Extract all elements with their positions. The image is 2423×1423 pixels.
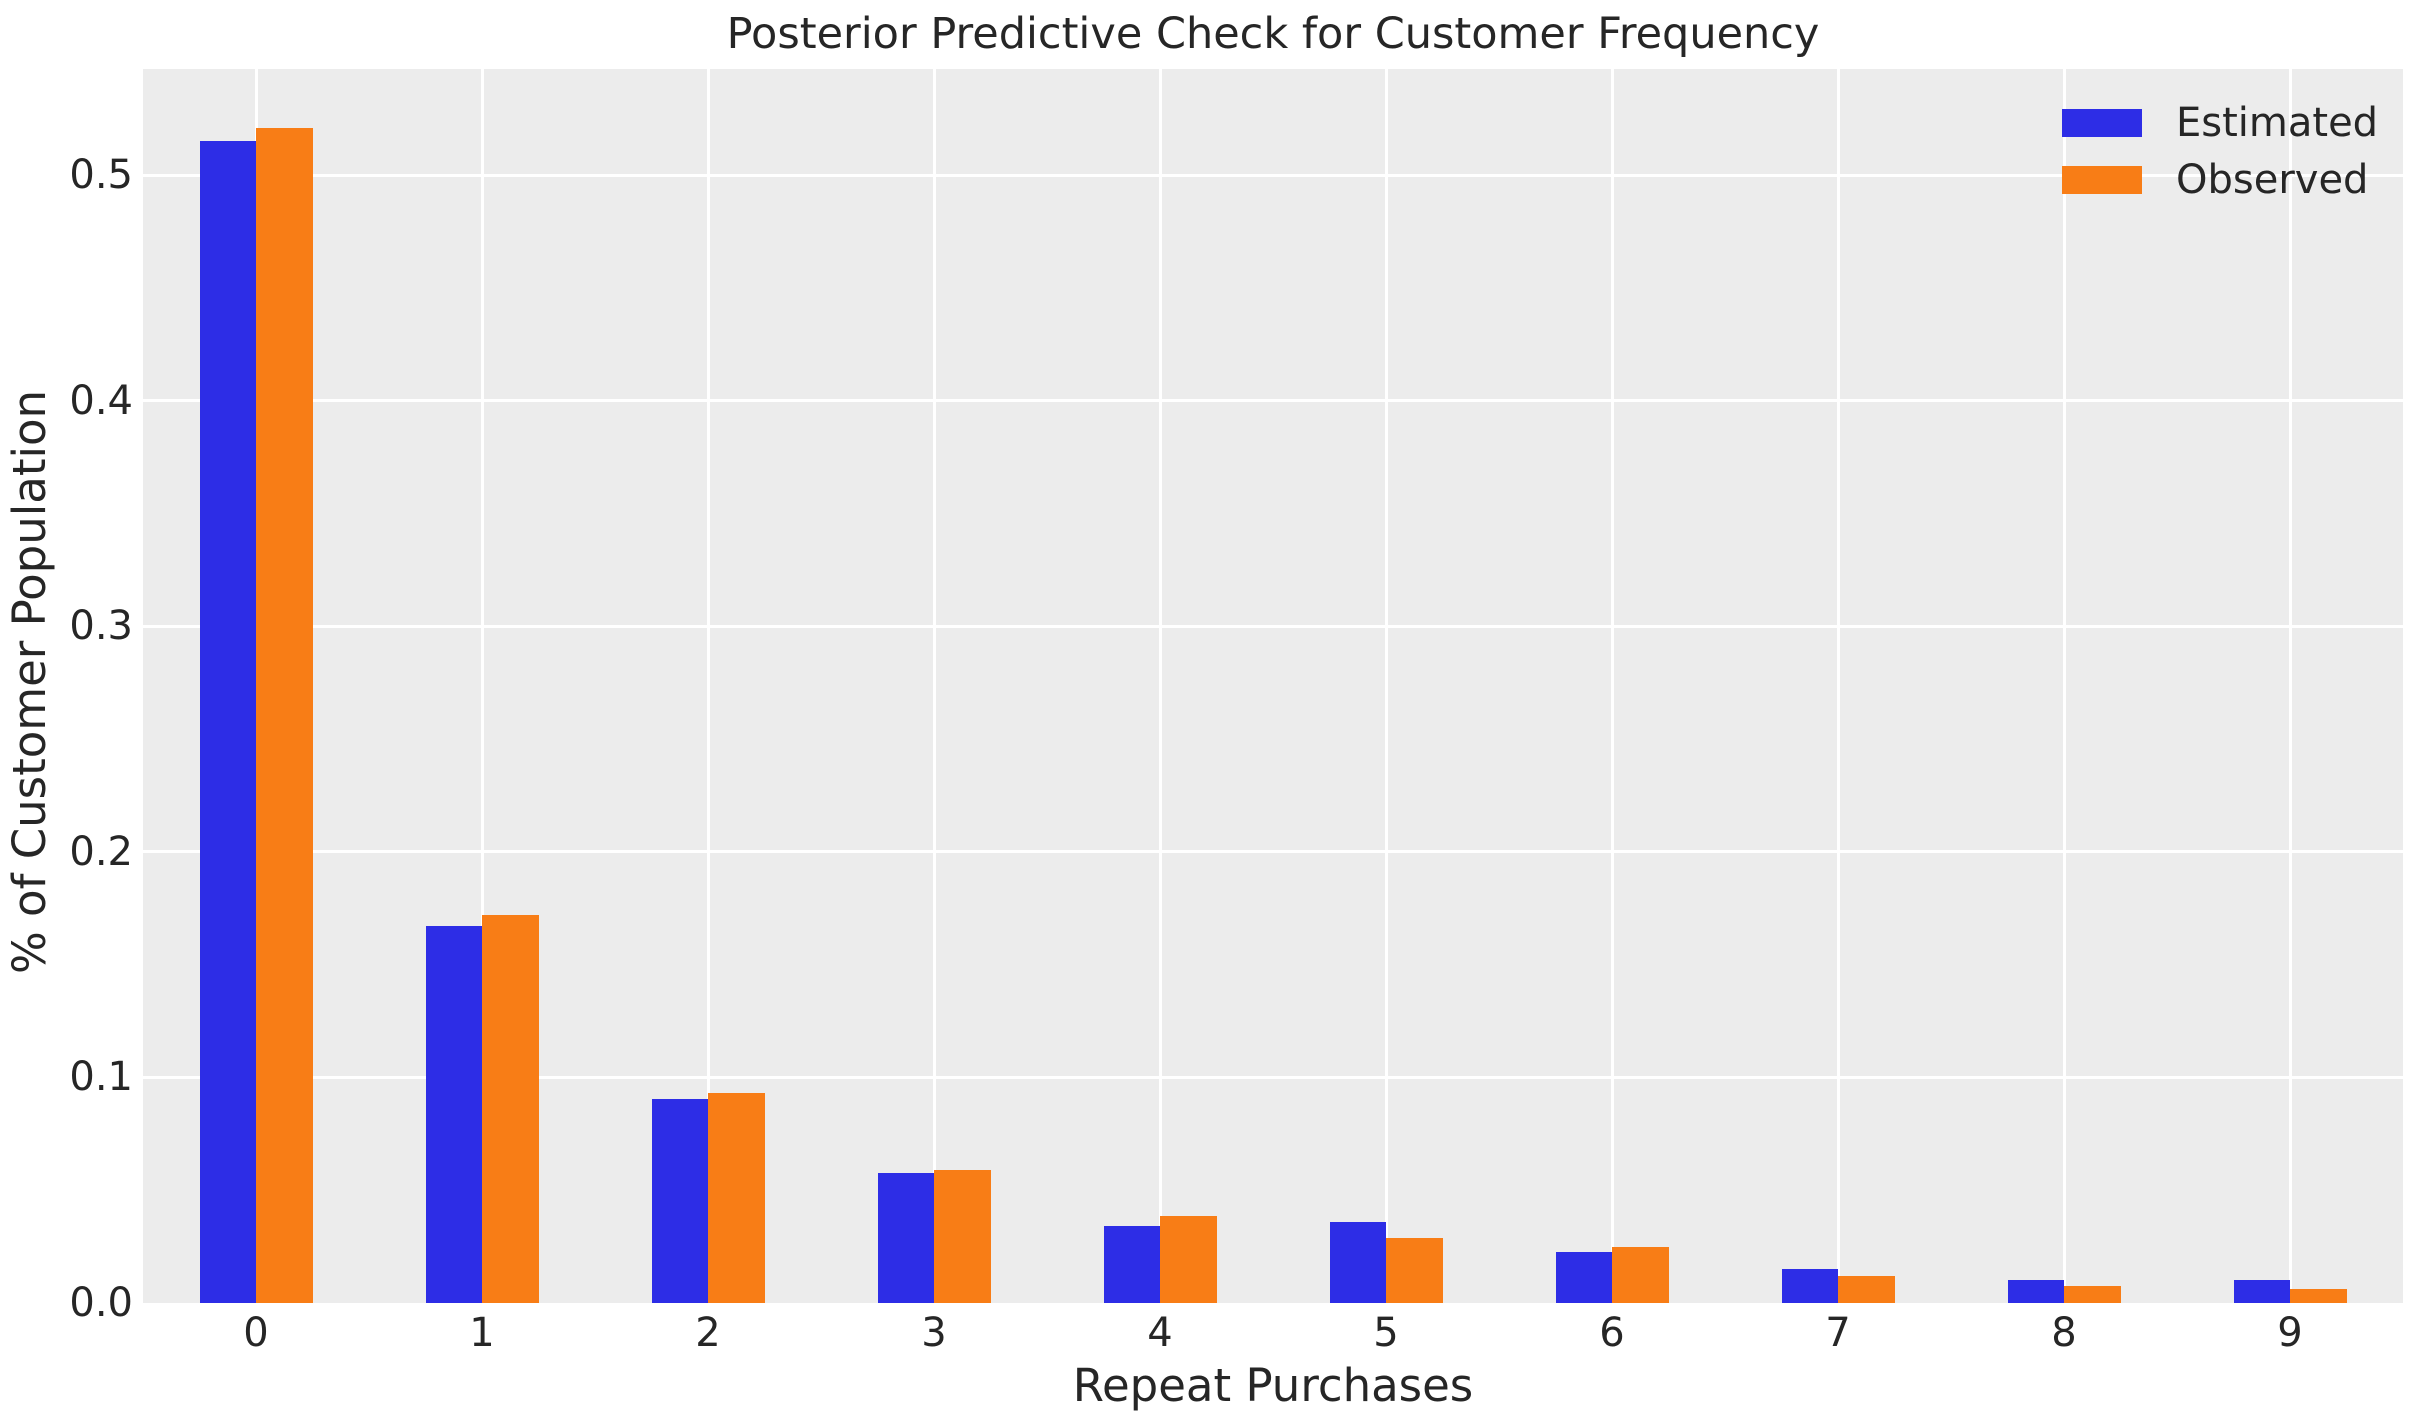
bar-observed-9 <box>2290 1289 2347 1303</box>
x-axis-label: Repeat Purchases <box>1072 1359 1474 1412</box>
bar-observed-7 <box>1838 1276 1895 1303</box>
gridline-x-6 <box>1610 69 1614 1303</box>
bar-observed-8 <box>2064 1285 2121 1303</box>
bar-observed-2 <box>708 1093 765 1303</box>
x-tick-3: 3 <box>921 1310 947 1356</box>
bar-observed-0 <box>256 127 313 1303</box>
gridline-x-4 <box>1158 69 1162 1303</box>
legend-label-estimated: Estimated <box>2176 99 2379 146</box>
legend-item-observed: Observed <box>2062 151 2378 208</box>
gridline-y-0.1 <box>143 1075 2403 1079</box>
bar-estimated-6 <box>1555 1252 1612 1303</box>
gridline-x-5 <box>1384 69 1388 1303</box>
x-tick-9: 9 <box>2277 1310 2303 1356</box>
x-tick-8: 8 <box>2051 1310 2077 1356</box>
y-tick-0.2: 0.2 <box>69 828 133 875</box>
x-tick-6: 6 <box>1599 1310 1625 1356</box>
gridline-x-7 <box>1836 69 1840 1303</box>
bar-estimated-5 <box>1329 1221 1386 1303</box>
legend: Estimated Observed <box>2062 94 2378 208</box>
x-tick-7: 7 <box>1825 1310 1851 1356</box>
plot-area <box>143 69 2403 1303</box>
y-tick-0.1: 0.1 <box>69 1054 133 1101</box>
gridline-x-1 <box>480 69 484 1303</box>
x-tick-5: 5 <box>1373 1310 1399 1356</box>
gridline-x-2 <box>706 69 710 1303</box>
gridline-x-3 <box>932 69 936 1303</box>
gridline-y-0.2 <box>143 850 2403 854</box>
legend-swatch-observed <box>2062 165 2142 194</box>
legend-label-observed: Observed <box>2176 156 2369 203</box>
bar-estimated-0 <box>199 141 256 1303</box>
gridline-x-9 <box>2288 69 2292 1303</box>
gridline-y-0.4 <box>143 399 2403 403</box>
y-tick-0.4: 0.4 <box>69 377 133 424</box>
bar-estimated-4 <box>1103 1226 1160 1303</box>
bar-observed-3 <box>934 1169 991 1303</box>
gridline-y-0.3 <box>143 624 2403 628</box>
x-tick-2: 2 <box>695 1310 721 1356</box>
bar-observed-1 <box>482 914 539 1303</box>
bar-estimated-1 <box>425 926 482 1303</box>
y-tick-0.0: 0.0 <box>69 1280 133 1326</box>
y-tick-0.5: 0.5 <box>69 152 133 199</box>
chart-title: Posterior Predictive Check for Customer … <box>726 9 1820 59</box>
bar-estimated-7 <box>1781 1269 1838 1303</box>
gridline-x-8 <box>2062 69 2066 1303</box>
bar-estimated-2 <box>651 1098 708 1303</box>
gridline-y-0.5 <box>143 173 2403 177</box>
legend-swatch-estimated <box>2062 108 2142 137</box>
bar-observed-4 <box>1160 1216 1217 1303</box>
bar-observed-5 <box>1386 1238 1443 1303</box>
x-tick-0: 0 <box>243 1310 269 1356</box>
y-tick-0.3: 0.3 <box>69 603 133 650</box>
bar-observed-6 <box>1612 1246 1669 1303</box>
y-axis-label: % of Customer Population <box>3 389 56 975</box>
bar-estimated-9 <box>2233 1280 2290 1303</box>
x-tick-4: 4 <box>1147 1310 1173 1356</box>
x-tick-1: 1 <box>469 1310 495 1356</box>
bar-estimated-8 <box>2007 1279 2064 1303</box>
bar-estimated-3 <box>877 1173 934 1303</box>
legend-item-estimated: Estimated <box>2062 94 2378 151</box>
